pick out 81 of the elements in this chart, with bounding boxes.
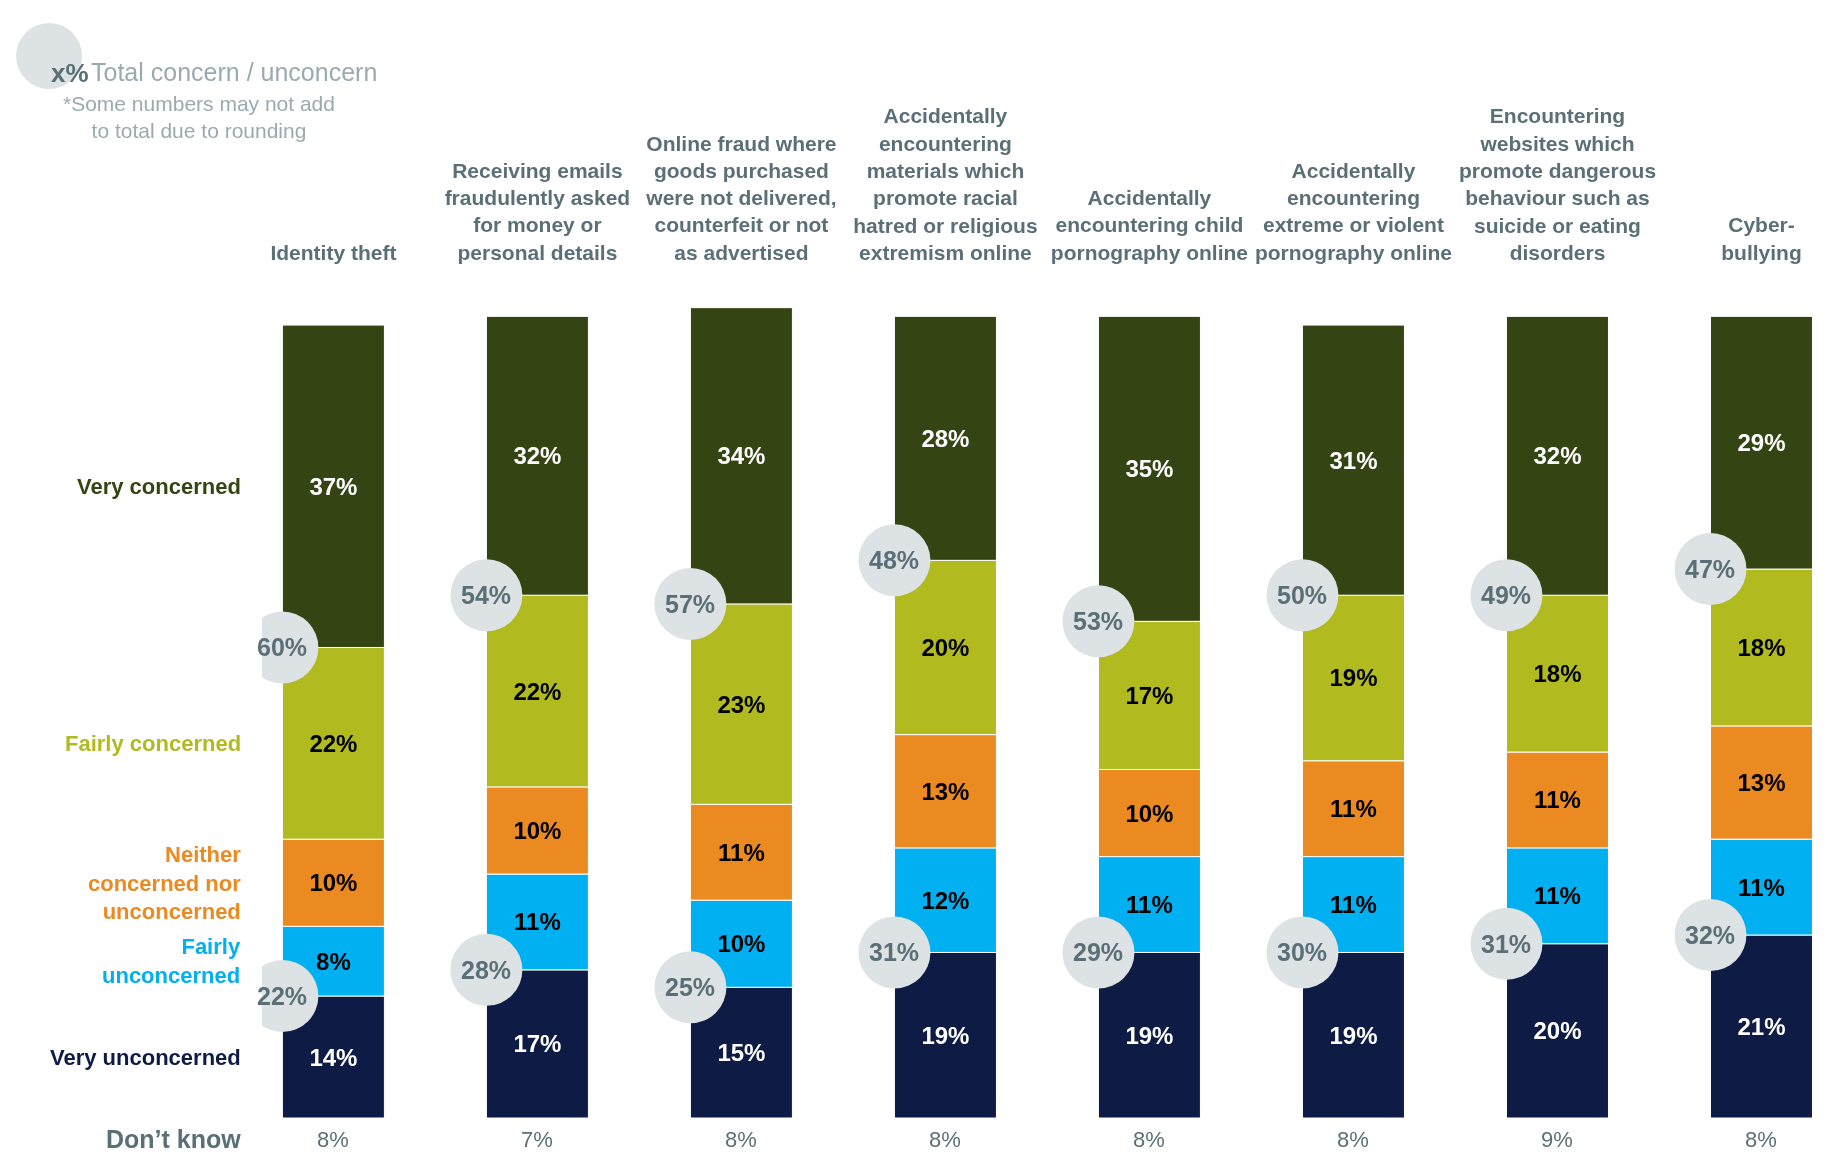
annotation: 48% (869, 546, 920, 574)
text: x% (51, 58, 89, 88)
data-label: 28% (921, 424, 970, 452)
data-label: 11% (1126, 891, 1173, 919)
x-tick-label: Encountering websites which promote dangerous behaviour such as suicide or eating disorders (1458, 104, 1657, 264)
text: 8% (1337, 1127, 1369, 1152)
data-label: 10% (513, 816, 562, 844)
data-label: 14% (309, 1043, 358, 1071)
annotation: 22% (257, 982, 308, 1010)
text: 8% (1133, 1127, 1165, 1152)
x-tick-label: Online fraud where goods purchased were not delivered, counterfeit or not as advertised (645, 131, 837, 264)
data-label: 11% (1534, 786, 1581, 814)
data-label: 11% (718, 838, 765, 866)
annotation: 29% (1073, 938, 1124, 966)
data-label: 20% (1533, 1017, 1582, 1045)
data-label: 11% (1330, 795, 1377, 823)
data-label: 19% (1329, 1021, 1378, 1049)
data-label: 31% (1329, 446, 1378, 474)
annotation: 47% (1685, 555, 1736, 583)
text: 9% (1541, 1127, 1573, 1152)
data-label: 20% (921, 633, 970, 661)
x-tick-label: Cyber-bullying (1721, 213, 1802, 264)
data-label: 18% (1737, 633, 1786, 661)
annotation: 30% (1277, 938, 1328, 966)
text: 8% (929, 1127, 961, 1152)
series-label: Fairly concerned (65, 731, 242, 756)
data-label: 17% (513, 1030, 562, 1058)
annotation: 54% (461, 581, 512, 609)
x-tick-label: Accidentally encountering extreme or violent pornography online (1254, 158, 1453, 264)
x-tick-label: Identity theft (270, 240, 397, 264)
text: Total concern / unconcern (91, 58, 378, 86)
text: 8% (1745, 1127, 1777, 1152)
series-label: Fairly unconcerned (102, 934, 241, 988)
series-label: Very concerned (77, 474, 241, 499)
data-label: 8% (316, 947, 351, 975)
data-label: 32% (513, 442, 562, 470)
data-label: 19% (1329, 664, 1378, 692)
annotation: 28% (461, 956, 512, 984)
series-label: Neither concerned nor unconcerned (88, 842, 242, 925)
data-label: 29% (1737, 429, 1786, 457)
data-label: 13% (1737, 769, 1786, 797)
annotation: 25% (665, 973, 716, 1001)
annotation: 50% (1277, 581, 1328, 609)
data-label: 12% (921, 886, 970, 914)
data-label: 22% (309, 729, 358, 757)
data-label: 19% (921, 1021, 970, 1049)
annotation: 57% (665, 590, 716, 618)
data-label: 32% (1533, 442, 1582, 470)
data-label: 35% (1125, 455, 1174, 483)
annotation: 31% (869, 938, 920, 966)
series-label: Very unconcerned (50, 1045, 241, 1070)
text: 8% (317, 1127, 349, 1152)
text: Don’t know (106, 1125, 242, 1153)
data-label: 11% (1738, 873, 1785, 901)
text: 8% (725, 1127, 757, 1152)
annotation: 31% (1481, 930, 1532, 958)
data-label: 22% (513, 677, 562, 705)
x-tick-label: Accidentally encountering child pornography online (1050, 186, 1249, 264)
data-label: 10% (717, 930, 766, 958)
annotation: 49% (1481, 581, 1532, 609)
data-label: 10% (1125, 799, 1174, 827)
x-tick-label: Receiving emails fraudulently asked for money or personal details (444, 158, 631, 264)
data-label: 37% (309, 472, 358, 500)
x-tick-label: Accidentally encountering materials which promote racial hatred or religious extremism online (853, 104, 1038, 264)
data-label: 19% (1125, 1021, 1174, 1049)
annotation: 60% (257, 633, 308, 661)
data-label: 10% (309, 869, 358, 897)
annotation: 32% (1685, 921, 1736, 949)
data-label: 34% (717, 442, 766, 470)
data-label: 11% (514, 908, 561, 936)
data-label: 18% (1533, 660, 1582, 688)
annotation: 53% (1073, 607, 1124, 635)
data-label: 21% (1737, 1013, 1786, 1041)
text: *Some numbers may not add to total due to rounding (63, 92, 335, 143)
data-label: 23% (717, 690, 766, 718)
data-label: 11% (1534, 882, 1581, 910)
text: 7% (521, 1127, 553, 1152)
data-label: 13% (921, 777, 970, 805)
data-label: 17% (1125, 681, 1174, 709)
data-label: 11% (1330, 891, 1377, 919)
data-label: 15% (717, 1039, 766, 1067)
